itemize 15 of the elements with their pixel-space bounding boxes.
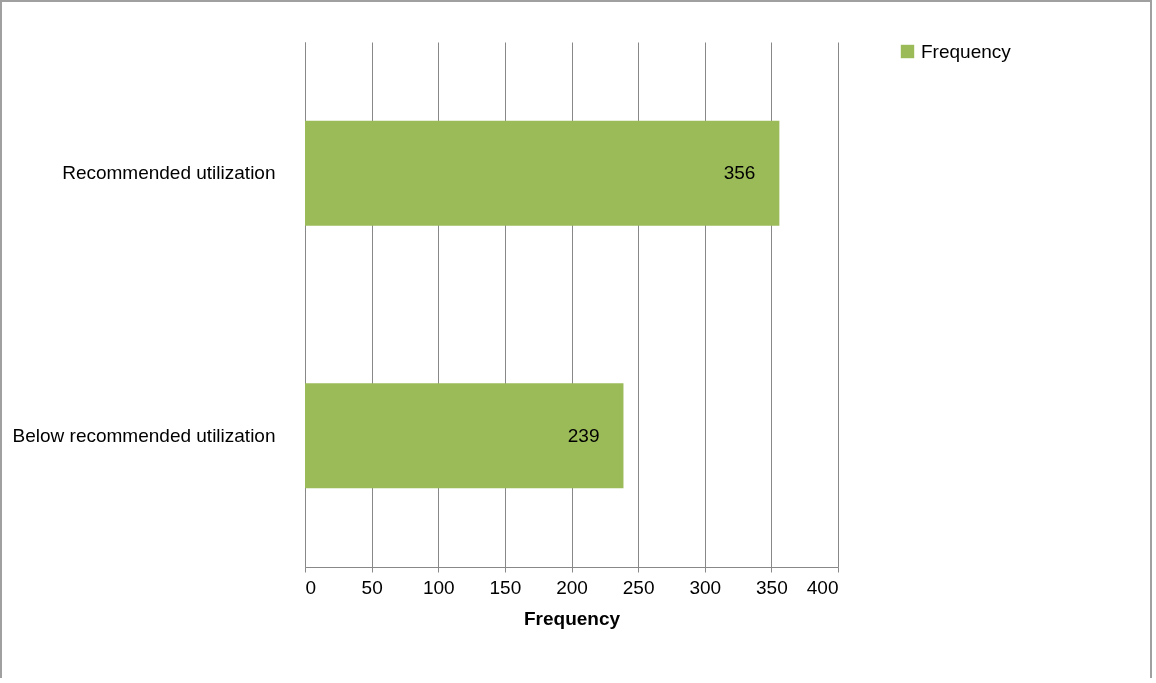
x-tick-label: 400 bbox=[806, 576, 839, 598]
data-label: 356 bbox=[723, 162, 756, 184]
legend-label: Frequency bbox=[921, 40, 1012, 62]
x-tick-label: 100 bbox=[422, 576, 455, 598]
x-tick-label: 200 bbox=[556, 576, 588, 598]
data-label: 239 bbox=[567, 424, 600, 446]
x-axis-title: Frequency bbox=[523, 607, 621, 629]
x-tick-label: 150 bbox=[489, 576, 522, 598]
x-tick-label: 250 bbox=[622, 576, 655, 598]
x-tick-label: 350 bbox=[756, 576, 788, 598]
y-tick-label: Recommended utilization bbox=[62, 162, 276, 184]
x-tick-label: 50 bbox=[361, 576, 383, 598]
y-tick-label: Below recommended utilization bbox=[12, 424, 276, 446]
x-tick-label: 0 bbox=[305, 576, 317, 598]
x-tick-label: 300 bbox=[689, 576, 722, 598]
